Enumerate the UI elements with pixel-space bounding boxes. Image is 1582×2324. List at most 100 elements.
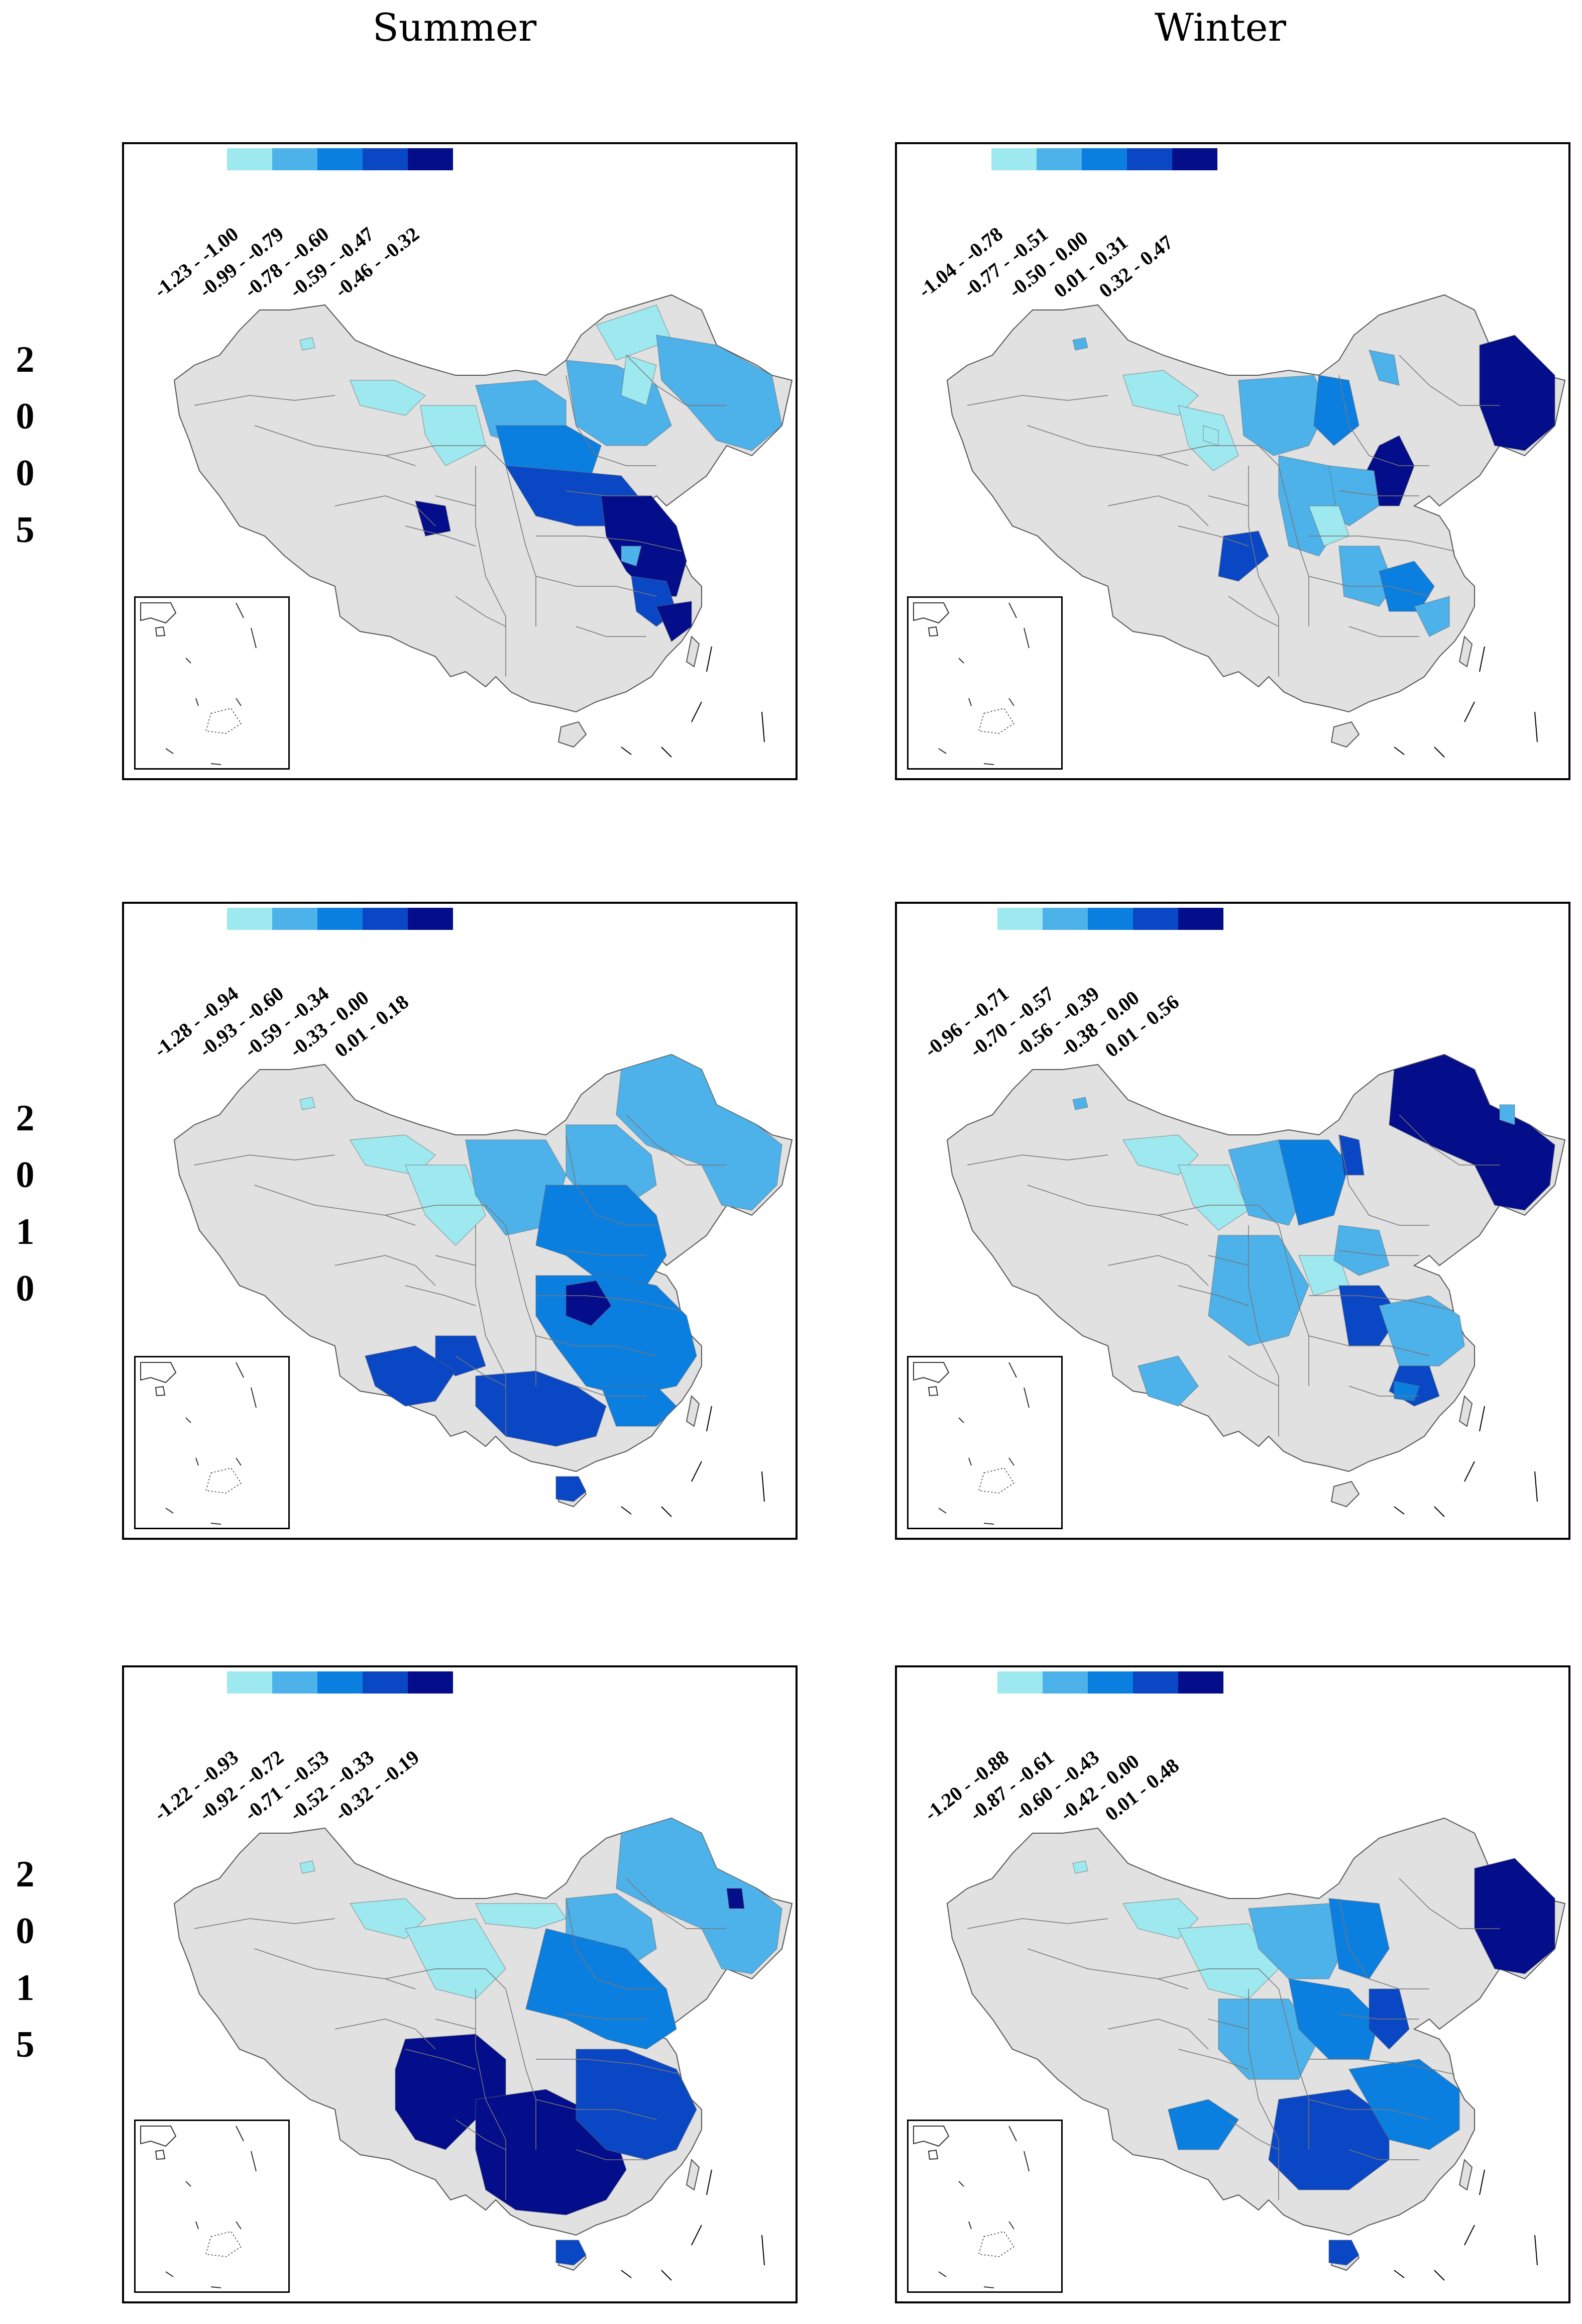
province-border (1308, 1335, 1430, 1356)
map-panel-summer-2005: -1.23 - -1.00 -0.99 - -0.79 -0.78 - -0.60-… (122, 142, 798, 780)
province-border (1309, 1295, 1455, 1311)
legend-swatch (227, 908, 272, 930)
legend-swatch (1043, 908, 1088, 930)
province-border (1107, 1255, 1209, 1286)
choropleth-region (1499, 1104, 1515, 1125)
map-panel-winter-2015: -1.20 - -0.88 -0.87 - -0.61 -0.60 - -0.43-… (895, 1665, 1570, 2303)
row-label-char: 0 (16, 1268, 35, 1309)
row-label-char: 0 (16, 453, 35, 494)
province-border (536, 2059, 682, 2075)
legend-swatch (997, 1671, 1043, 1694)
province-border (1158, 445, 1279, 466)
province-border (566, 1898, 656, 1989)
legend-swatch (408, 148, 453, 170)
province-border (576, 626, 646, 637)
map-panel-winter-2010: -0.96 - -0.71 -0.70 - -0.57 -0.56 - -0.39-… (895, 902, 1570, 1540)
sea-boundary-line (621, 747, 632, 755)
choropleth-region (405, 1918, 506, 1999)
sea-boundary-line (1394, 1506, 1405, 1515)
province-border (334, 2019, 436, 2050)
province-border (535, 576, 657, 597)
province-border (1348, 2149, 1419, 2160)
choropleth-region (1072, 1097, 1088, 1110)
choropleth-region (1208, 1235, 1309, 1346)
island-region (686, 1395, 700, 1427)
province-border (967, 1918, 1108, 1929)
china-map (173, 1053, 793, 1517)
province-border (1107, 495, 1209, 526)
choropleth-region (475, 1903, 567, 1929)
inset-map (140, 2126, 257, 2288)
province-border (1338, 1134, 1429, 1226)
sea-boundary-line (661, 747, 672, 758)
choropleth-region (1328, 1898, 1390, 1979)
province-border (967, 395, 1108, 406)
province-border (385, 445, 506, 466)
province-border (535, 2099, 657, 2120)
choropleth-region (1218, 531, 1269, 582)
sea-boundary-line (706, 2169, 712, 2195)
province-border (1348, 626, 1419, 637)
row-label-2010: 2 0 1 0 (10, 1090, 40, 1317)
province-border (405, 2019, 476, 2070)
row-label-char: 5 (16, 2024, 35, 2065)
row-label-char: 0 (16, 1154, 35, 1196)
province-border (1338, 375, 1429, 466)
sea-boundary-line (1464, 1461, 1475, 1482)
province-border (626, 1114, 727, 1166)
sea-boundary-line (621, 1506, 632, 1515)
legend-swatch (363, 148, 408, 170)
province-border (505, 1225, 536, 1386)
sea-boundary-line (1479, 2169, 1485, 2195)
legend-swatch (1043, 1671, 1088, 1694)
province-border (254, 1185, 416, 1226)
china-map (173, 294, 793, 758)
choropleth-region (1248, 1903, 1349, 1979)
legend-swatch (272, 908, 317, 930)
legend-swatch (227, 148, 272, 170)
china-map (946, 294, 1566, 758)
province-border (626, 1878, 727, 1929)
province-border (385, 1205, 506, 1226)
province-border (1228, 1355, 1279, 1387)
row-label-char: 0 (16, 1911, 35, 1952)
choropleth-region (726, 1888, 745, 1909)
choropleth-region (420, 405, 486, 466)
sea-boundary-line (1464, 2225, 1475, 2246)
sea-boundary-line (1534, 711, 1538, 743)
province-border (455, 596, 506, 627)
inset-map (913, 2126, 1030, 2288)
province-border (566, 375, 656, 466)
province-border (505, 465, 536, 626)
south-china-sea-inset (134, 1356, 290, 1529)
choropleth-region (299, 1860, 315, 1874)
province-border (1309, 536, 1455, 552)
province-border (1308, 2099, 1430, 2120)
province-border (1278, 465, 1309, 626)
island-region (686, 635, 700, 668)
province-border (1278, 1225, 1309, 1386)
sea-boundary-line (1479, 646, 1485, 672)
sea-boundary-line (691, 2225, 702, 2246)
inset-map (913, 602, 1030, 765)
south-china-sea-inset (134, 2120, 290, 2293)
province-border (1178, 495, 1249, 547)
province-border (566, 2014, 646, 2020)
choropleth-region (1218, 1998, 1319, 2080)
province-border (1158, 1968, 1279, 1989)
province-border (455, 2119, 506, 2150)
choropleth-region (621, 546, 642, 567)
legend-swatch (317, 908, 363, 930)
row-label-char: 2 (16, 339, 35, 380)
province-border (194, 395, 335, 406)
legend-swatch (1172, 148, 1217, 170)
choropleth-region (621, 355, 657, 406)
province-border (1158, 1205, 1279, 1226)
choropleth-region (656, 335, 782, 451)
choropleth-region (1178, 1165, 1249, 1231)
province-border (1278, 1988, 1309, 2150)
sea-boundary-line (1434, 747, 1445, 758)
legend-swatch (317, 148, 363, 170)
sea-boundary-line (706, 1406, 712, 1432)
choropleth-region (1348, 2059, 1460, 2150)
